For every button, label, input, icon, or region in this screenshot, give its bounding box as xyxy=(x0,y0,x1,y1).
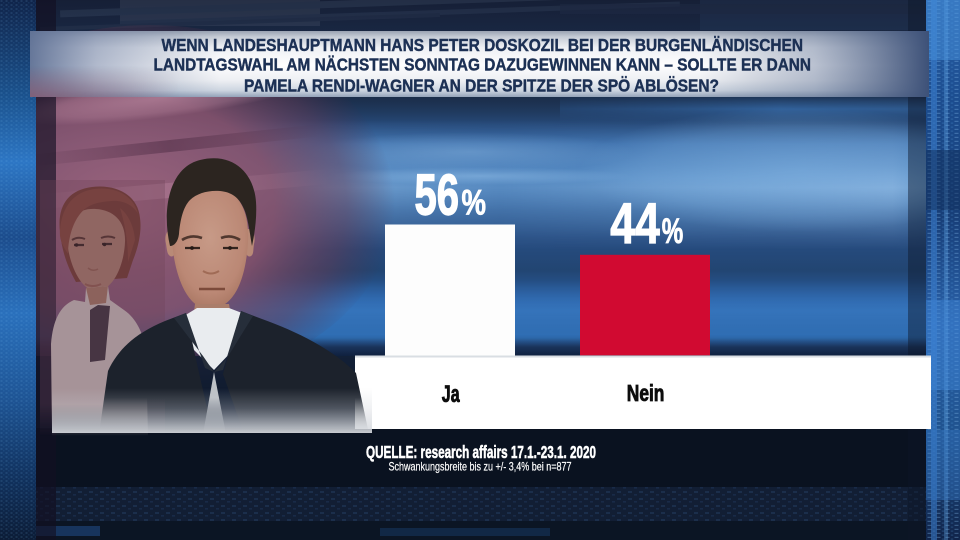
svg-text:Ja: Ja xyxy=(442,381,460,408)
svg-text:%: % xyxy=(462,184,487,223)
svg-text:44: 44 xyxy=(610,192,660,256)
svg-text:LANDTAGSWAHL AM NÄCHSTEN SONNT: LANDTAGSWAHL AM NÄCHSTEN SONNTAG DAZUGEW… xyxy=(154,55,812,75)
svg-text:%: % xyxy=(662,212,684,251)
svg-text:WENN LANDESHAUPTMANN HANS PETE: WENN LANDESHAUPTMANN HANS PETER DOSKOZIL… xyxy=(162,35,804,55)
svg-text:56: 56 xyxy=(415,164,460,228)
svg-text:Nein: Nein xyxy=(627,380,665,406)
svg-text:QUELLE: research affairs 17.1.: QUELLE: research affairs 17.1.-23.1. 202… xyxy=(366,442,596,462)
svg-text:Schwankungsbreite bis zu +/- 3: Schwankungsbreite bis zu +/- 3,4% bei n=… xyxy=(389,461,572,474)
svg-text:PAMELA RENDI-WAGNER AN DER SPI: PAMELA RENDI-WAGNER AN DER SPITZE DER SP… xyxy=(244,75,719,95)
